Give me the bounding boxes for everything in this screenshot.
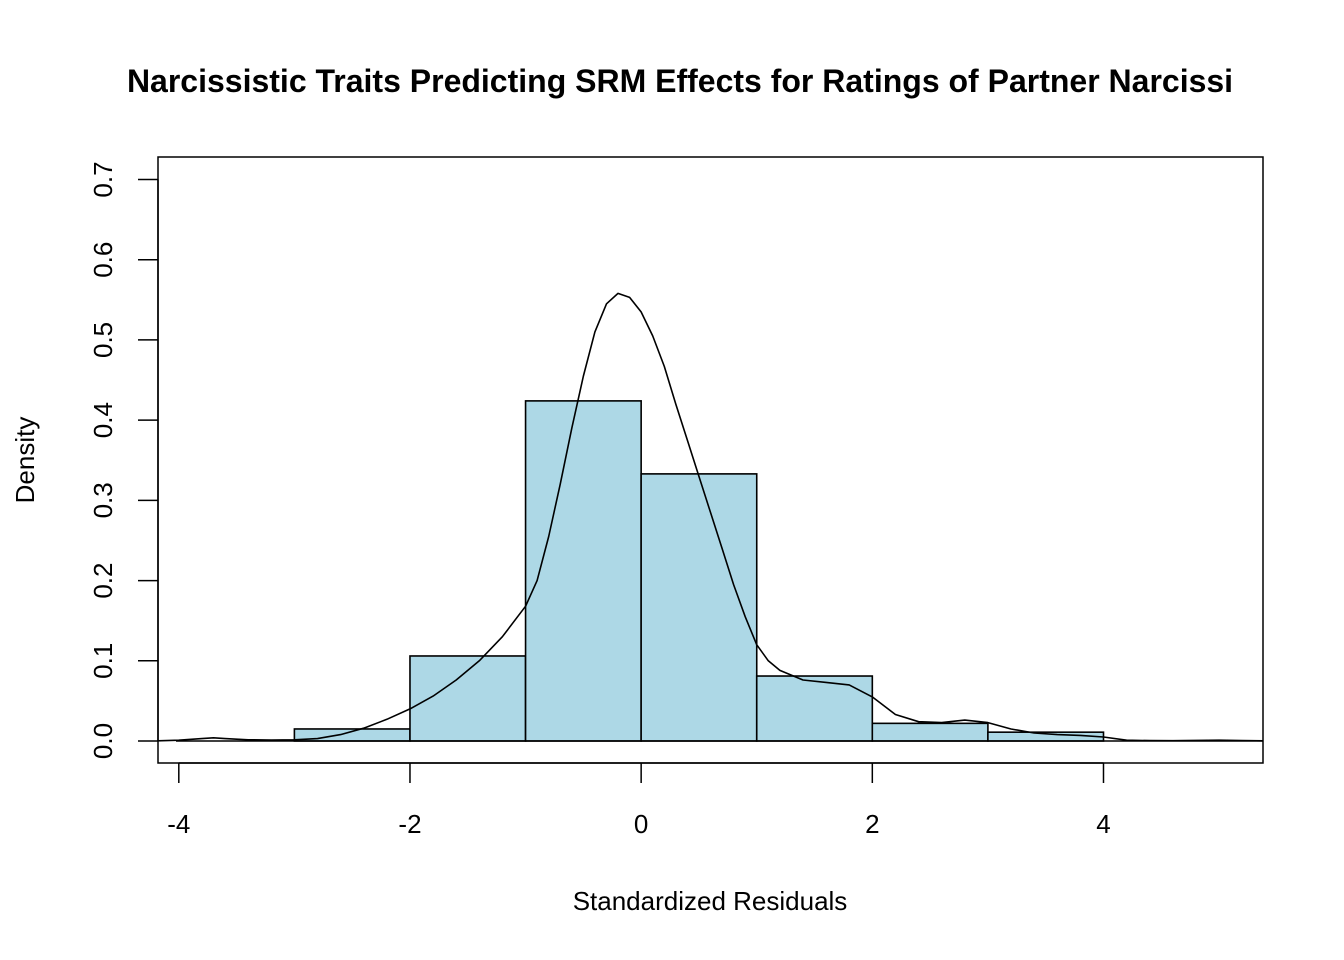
y-tick-label-2: 0.2	[88, 562, 118, 598]
histogram-bar-2	[524, 400, 642, 742]
chart-title: Narcissistic Traits Predicting SRM Effec…	[127, 63, 1233, 99]
y-tick-label-0: 0.0	[88, 723, 118, 759]
histogram-bars	[293, 400, 1105, 742]
x-tick-label-3: 2	[865, 809, 879, 839]
histogram-bar-3	[640, 473, 758, 742]
x-tick-label-1: -2	[398, 809, 421, 839]
x-axis: -4 -2 0 2 4	[167, 762, 1111, 839]
x-axis-label: Standardized Residuals	[573, 886, 848, 916]
plot-frame	[157, 156, 1264, 764]
x-tick-label-4: 4	[1096, 809, 1110, 839]
y-tick-label-1: 0.1	[88, 643, 118, 679]
density-curve	[157, 292, 1264, 742]
density-curve-group	[157, 292, 1264, 742]
y-axis-label: Density	[10, 417, 40, 504]
x-tick-label-0: -4	[167, 809, 190, 839]
histogram-bar-5	[871, 722, 989, 742]
y-tick-label-3: 0.3	[88, 482, 118, 518]
y-tick-label-6: 0.6	[88, 242, 118, 278]
y-tick-label-7: 0.7	[88, 161, 118, 197]
histogram-bar-4	[755, 675, 874, 742]
y-axis: 0.0 0.1 0.2 0.3 0.4 0.5 0.6 0.7	[88, 161, 159, 759]
y-tick-label-4: 0.4	[88, 402, 118, 438]
y-tick-label-5: 0.5	[88, 322, 118, 358]
x-tick-label-2: 0	[634, 809, 648, 839]
